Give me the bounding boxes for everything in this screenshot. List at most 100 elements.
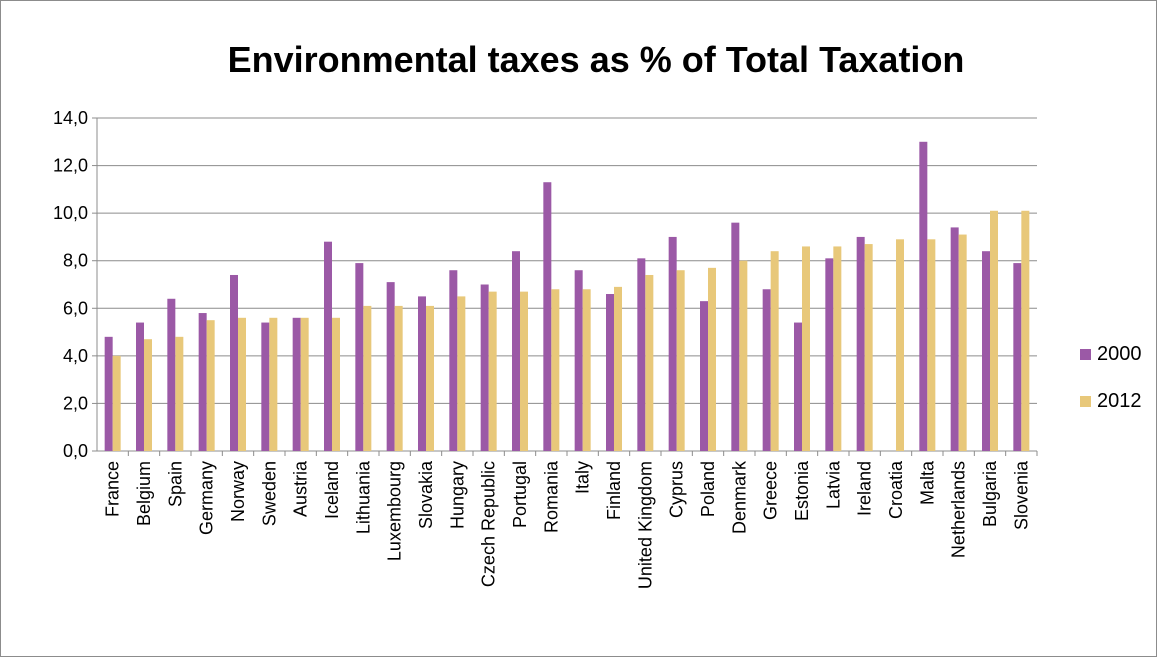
bar-2012-italy (582, 289, 591, 451)
x-tick-label: Estonia (792, 460, 812, 521)
bar-2000-france (104, 336, 113, 451)
x-tick-label: Germany (197, 461, 217, 535)
bar-2000-greece (762, 289, 771, 451)
x-tick-label: Bulgaria (980, 460, 1000, 527)
bar-2012-slovakia (426, 305, 434, 451)
bar-2000-iceland (324, 241, 332, 451)
bar-2012-iceland (332, 317, 340, 451)
bar-2012-netherlands (958, 234, 967, 451)
x-tick-label: Lithuania (353, 460, 373, 534)
bar-2000-bulgaria (982, 251, 990, 451)
bar-2000-germany (198, 313, 207, 451)
bar-2012-romania (551, 289, 560, 451)
y-tick-label: 8,0 (63, 251, 88, 271)
bar-2012-belgium (144, 339, 152, 451)
bar-2000-romania (543, 182, 552, 451)
bar-2012-sweden (269, 317, 278, 451)
bar-2012-portugal (520, 291, 528, 451)
bar-2012-lithuania (363, 305, 372, 451)
bar-2000-estonia (794, 322, 802, 451)
x-tick-label: Poland (698, 461, 718, 517)
y-tick-label: 4,0 (63, 346, 88, 366)
bar-2012-poland (708, 267, 716, 451)
bar-2012-croatia (896, 239, 904, 451)
x-tick-label: Netherlands (949, 461, 969, 558)
bar-2000-united-kingdom (637, 258, 646, 451)
x-tick-label: Croatia (886, 460, 906, 519)
y-tick-label: 10,0 (53, 203, 88, 223)
bar-2000-cyprus (668, 236, 677, 451)
x-tick-label: Norway (228, 461, 248, 522)
bar-2000-slovakia (418, 296, 426, 451)
x-tick-label: Spain (165, 461, 185, 507)
bar-2012-germany (206, 320, 215, 451)
x-tick-label: Sweden (259, 461, 279, 526)
bar-2012-cyprus (676, 270, 685, 451)
x-tick-label: Italy (573, 461, 593, 494)
legend-swatch-2000 (1080, 349, 1091, 360)
bar-2000-lithuania (355, 263, 364, 451)
x-tick-label: Slovenia (1011, 460, 1031, 530)
x-tick-label: Finland (604, 461, 624, 520)
x-tick-label: Greece (761, 461, 781, 520)
y-tick-label: 0,0 (63, 441, 88, 461)
bar-2000-luxembourg (386, 282, 395, 451)
bar-2000-latvia (825, 258, 834, 451)
bar-2012-hungary (457, 296, 466, 451)
bar-2000-czech-republic (480, 284, 489, 451)
y-tick-label: 6,0 (63, 298, 88, 318)
chart-title: Environmental taxes as % of Total Taxati… (227, 39, 965, 80)
bar-2000-norway (230, 274, 238, 451)
bar-2000-portugal (512, 251, 520, 451)
bar-2012-luxembourg (394, 305, 403, 451)
x-tick-label: Austria (291, 460, 311, 517)
bar-2000-belgium (136, 322, 144, 451)
x-tick-label: Denmark (729, 460, 749, 534)
x-tick-label: United Kingdom (635, 461, 655, 589)
x-tick-label: Slovakia (416, 460, 436, 529)
bar-2000-austria (292, 317, 301, 451)
legend-swatch-2012 (1080, 396, 1091, 407)
bar-2000-slovenia (1013, 263, 1022, 451)
bar-2000-poland (700, 301, 708, 451)
x-tick-label: Hungary (447, 461, 467, 529)
bar-2012-bulgaria (990, 210, 998, 451)
bar-2012-slovenia (1021, 210, 1030, 451)
y-tick-label: 2,0 (63, 393, 88, 413)
x-tick-label: Belgium (134, 461, 154, 526)
bar-2012-austria (300, 317, 309, 451)
bar-2012-malta (927, 239, 936, 451)
x-tick-label: Latvia (823, 460, 843, 509)
bar-2000-denmark (731, 222, 740, 451)
bar-2012-spain (175, 336, 184, 451)
bar-2012-latvia (833, 246, 842, 451)
bar-2012-greece (770, 251, 779, 451)
bar-2012-ireland (864, 244, 873, 451)
bar-2000-finland (606, 294, 614, 451)
x-tick-label: France (103, 461, 123, 517)
bar-2012-united-kingdom (645, 274, 654, 451)
bar-2000-netherlands (950, 227, 959, 451)
x-tick-label: Romania (541, 460, 561, 533)
bar-2012-norway (238, 317, 246, 451)
x-tick-label: Malta (917, 460, 937, 505)
x-tick-label: Luxembourg (385, 461, 405, 561)
bar-2012-finland (614, 286, 622, 451)
bar-2012-czech-republic (488, 291, 497, 451)
y-tick-label: 12,0 (53, 156, 88, 176)
bar-2000-spain (167, 298, 176, 451)
bar-2012-france (112, 355, 121, 451)
bar-2000-malta (919, 141, 928, 452)
bar-2000-italy (574, 270, 583, 451)
bar-2000-ireland (856, 236, 865, 451)
x-tick-label: Portugal (510, 461, 530, 528)
y-tick-label: 14,0 (53, 108, 88, 128)
legend-label-2000: 2000 (1097, 343, 1142, 365)
bar-2000-sweden (261, 322, 270, 451)
x-tick-label: Czech Republic (479, 461, 499, 587)
bar-2012-estonia (802, 246, 810, 451)
x-tick-label: Ireland (855, 461, 875, 516)
bar-2012-denmark (739, 260, 748, 451)
